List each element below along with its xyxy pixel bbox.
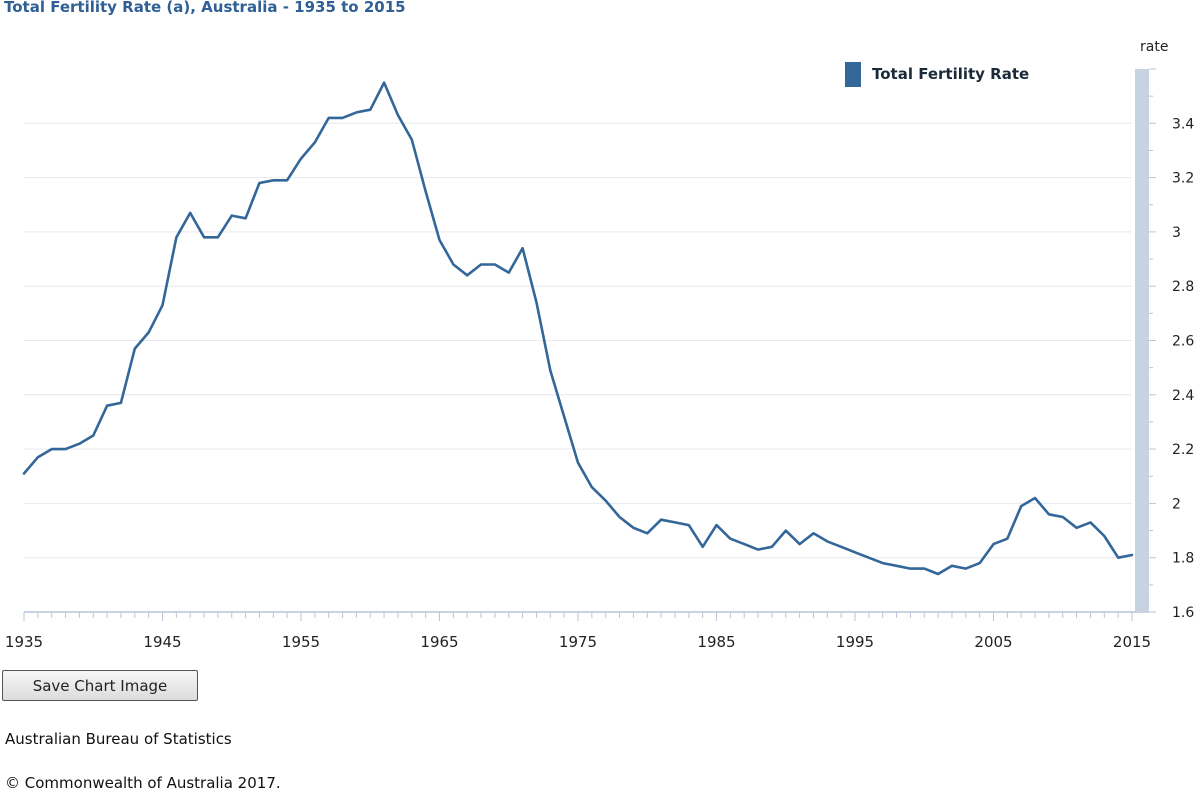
legend-label: Total Fertility Rate xyxy=(872,65,1029,83)
gridlines xyxy=(24,122,1132,559)
x-tick-label: 2005 xyxy=(974,633,1012,651)
y-tick-label: 3.2 xyxy=(1172,171,1194,187)
y-tick-label: 2.6 xyxy=(1172,334,1194,350)
y-tick-label: 3 xyxy=(1172,225,1181,241)
x-tick-label: 1985 xyxy=(697,633,735,651)
x-tick-label: 1955 xyxy=(282,633,320,651)
chart-title: Total Fertility Rate (a), Australia - 19… xyxy=(4,0,406,16)
y-tick-label: 2 xyxy=(1172,496,1181,512)
y-tick-label: 1.6 xyxy=(1172,605,1194,621)
series-layer xyxy=(22,81,1134,576)
x-tick-label: 1975 xyxy=(559,633,597,651)
copyright-text: © Commonwealth of Australia 2017. xyxy=(5,774,281,792)
source-text: Australian Bureau of Statistics xyxy=(5,730,232,748)
y-tick-label: 2.2 xyxy=(1172,442,1194,458)
x-tick-label: 1945 xyxy=(143,633,181,651)
y-tick-label: 2.4 xyxy=(1172,388,1194,404)
y-tick-label: 3.4 xyxy=(1172,116,1194,132)
axes: 1.6 1.8 2 2.2 2.4 2.6 2.8 3 3.2 3.4 rate 1935 1945 19… xyxy=(5,39,1194,651)
y-axis-band xyxy=(1135,69,1149,612)
fertility-line-chart: 1.6 1.8 2 2.2 2.4 2.6 2.8 3 3.2 3.4 rate 1935 1945 19… xyxy=(5,39,1194,651)
y-axis-label: rate xyxy=(1140,39,1168,55)
legend-swatch xyxy=(845,62,861,87)
legend: Total Fertility Rate xyxy=(845,62,1029,87)
series-line-total-fertility-rate xyxy=(22,81,1134,576)
save-chart-image-button[interactable]: Save Chart Image xyxy=(2,670,198,701)
y-tick-label: 2.8 xyxy=(1172,279,1194,295)
y-tick-label: 1.8 xyxy=(1172,551,1194,567)
x-tick-label: 1935 xyxy=(5,633,43,651)
x-tick-label: 2015 xyxy=(1113,633,1151,651)
x-tick-label: 1965 xyxy=(420,633,458,651)
x-tick-label: 1995 xyxy=(836,633,874,651)
